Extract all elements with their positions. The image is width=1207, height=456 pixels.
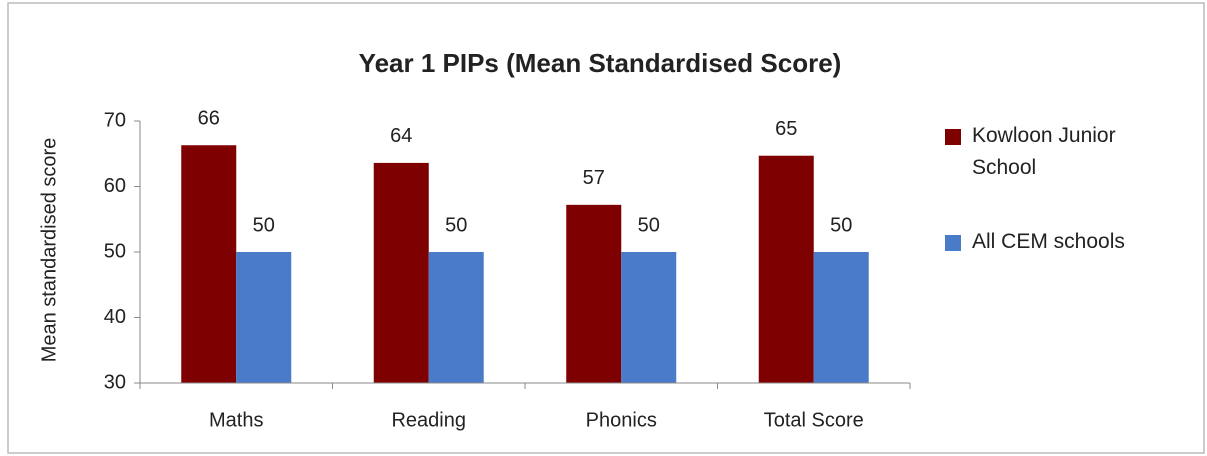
bar	[621, 252, 677, 383]
data-label: 57	[583, 167, 605, 189]
y-tick-label: 30	[104, 371, 126, 393]
legend-label: Kowloon Junior School	[972, 124, 1116, 179]
data-label: 64	[390, 125, 412, 147]
bar	[758, 155, 814, 383]
bar	[813, 252, 869, 383]
x-tick-label: Reading	[391, 409, 466, 431]
data-label: 66	[198, 108, 220, 130]
data-label: 50	[253, 214, 275, 236]
y-tick-label: 70	[104, 109, 126, 131]
data-label: 50	[638, 214, 660, 236]
y-tick-label: 40	[104, 306, 126, 328]
bar	[428, 252, 484, 383]
bar	[181, 145, 237, 383]
y-tick-label: 50	[104, 240, 126, 262]
legend-swatch	[945, 129, 961, 145]
x-tick-label: Total Score	[764, 409, 864, 431]
y-tick-label: 60	[104, 175, 126, 197]
legend-entry: All CEM schools	[972, 230, 1125, 253]
legend-label: All CEM schools	[972, 230, 1125, 253]
data-label: 65	[775, 118, 797, 140]
data-label: 50	[445, 214, 467, 236]
chart-title: Year 1 PIPs (Mean Standardised Score)	[359, 48, 842, 78]
x-tick-label: Phonics	[586, 409, 657, 431]
bar	[373, 162, 429, 383]
data-label: 50	[830, 214, 852, 236]
x-tick-label: Maths	[209, 409, 263, 431]
legend-swatch	[945, 235, 961, 251]
legend-entry: Kowloon Junior School	[972, 124, 1116, 179]
bar	[566, 204, 622, 383]
bar	[236, 252, 292, 383]
y-axis-label: Mean standardised score	[38, 138, 60, 363]
